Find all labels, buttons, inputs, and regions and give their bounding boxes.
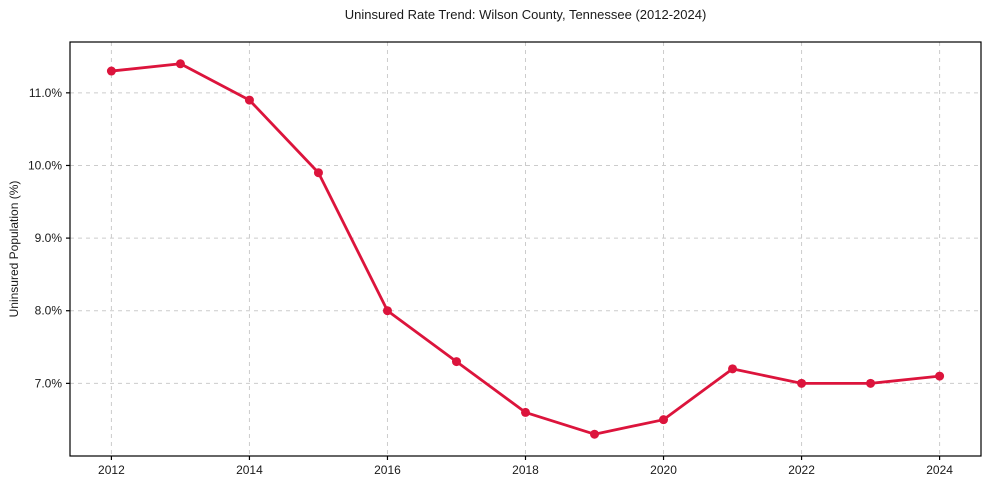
data-point: [935, 371, 945, 381]
x-tick-label: 2020: [650, 463, 677, 477]
data-point: [244, 95, 254, 105]
data-point: [382, 306, 392, 316]
y-tick-label: 7.0%: [35, 376, 63, 390]
x-tick-label: 2014: [236, 463, 263, 477]
y-tick-label: 11.0%: [29, 86, 62, 100]
data-point: [866, 378, 876, 388]
data-point: [106, 66, 116, 76]
y-tick-label: 10.0%: [28, 158, 62, 172]
data-point: [313, 168, 323, 178]
x-tick-label: 2016: [374, 463, 401, 477]
x-tick-label: 2024: [926, 463, 953, 477]
data-point: [590, 429, 600, 439]
x-tick-label: 2022: [788, 463, 815, 477]
data-point: [728, 364, 738, 374]
y-tick-label: 9.0%: [35, 231, 63, 245]
data-point: [175, 59, 185, 69]
data-point: [659, 415, 669, 425]
y-tick-label: 8.0%: [35, 304, 63, 318]
x-tick-label: 2018: [512, 463, 539, 477]
data-point: [451, 357, 461, 367]
plot-border: [69, 41, 982, 457]
data-point: [521, 407, 530, 417]
x-tick-label: 2012: [98, 463, 125, 477]
chart-title: Uninsured Rate Trend: Wilson County, Ten…: [344, 7, 707, 22]
data-point: [797, 378, 807, 388]
